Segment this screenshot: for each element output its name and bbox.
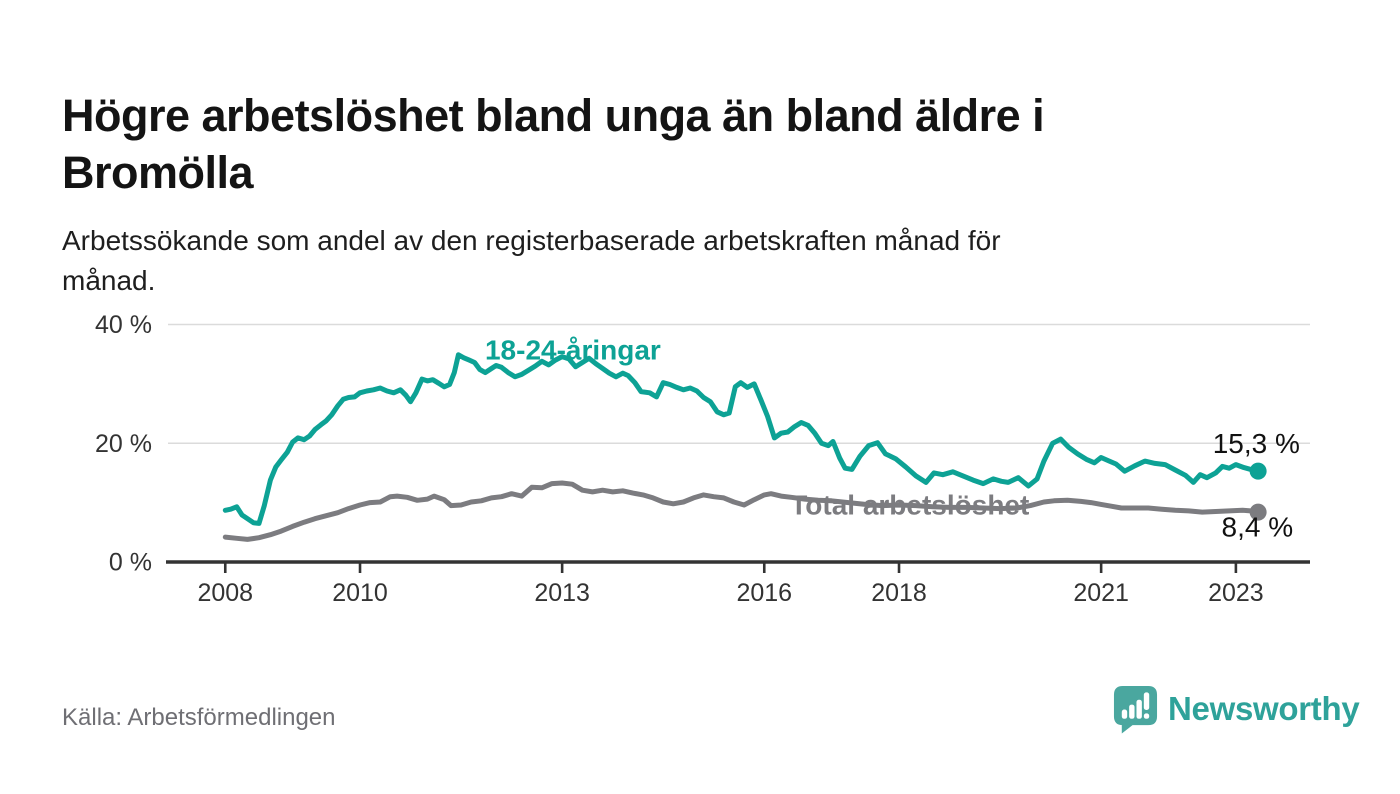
x-tick-label-2016: 2016: [736, 579, 792, 607]
x-tick-label-2023: 2023: [1208, 579, 1264, 607]
x-tick-label-2013: 2013: [534, 579, 590, 607]
y-tick-label-20: 20 %: [95, 430, 152, 458]
source-text: Källa: Arbetsförmedlingen: [62, 704, 336, 731]
chart-title: Högre arbetslöshet bland unga än bland ä…: [62, 90, 1045, 198]
speech-bubble-shape: [1113, 685, 1158, 734]
exclamation-icon-dot: [1143, 713, 1150, 719]
x-tick-label-2021: 2021: [1073, 579, 1129, 607]
newsworthy-wordmark: Newsworthy: [1168, 690, 1360, 727]
bar-chart-icon-bar1: [1121, 709, 1128, 719]
x-tick-label-2008: 2008: [197, 579, 253, 607]
x-tick-label-2018: 2018: [871, 579, 927, 607]
series-endpoint-18-24-aringar: [1249, 462, 1267, 480]
newsworthy-logo: Newsworthy: [1112, 684, 1360, 734]
chart-subtitle: Arbetssökande som andel av den registerb…: [62, 225, 1001, 297]
x-tick-label-2010: 2010: [332, 579, 388, 607]
series-line-18-24-aringar: [222, 352, 1261, 526]
series-endpoint-total-arbetsloshet: [1249, 503, 1267, 521]
series-line-total-arbetsloshet: [222, 480, 1261, 542]
value-label-18-24-aringar: 15,3 %: [1213, 428, 1300, 459]
exclamation-icon-bar: [1143, 692, 1150, 710]
bar-chart-icon-bar2: [1129, 704, 1135, 719]
value-label-total-arbetsloshet: 8,4 %: [1222, 511, 1294, 542]
y-tick-label-0: 0 %: [109, 549, 152, 577]
series-label-18-24-aringar: 18-24-åringar: [485, 335, 661, 366]
newsworthy-logo-icon: [1113, 685, 1158, 734]
y-tick-label-40: 40 %: [95, 311, 152, 339]
series-label-total-arbetsloshet: Total arbetslöshet: [790, 490, 1029, 521]
bar-chart-icon-bar3: [1136, 699, 1142, 719]
